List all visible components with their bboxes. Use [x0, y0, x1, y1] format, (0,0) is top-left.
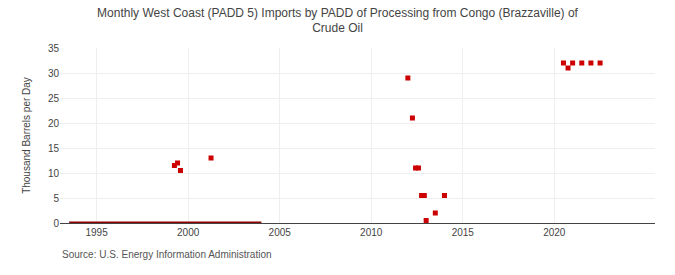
svg-text:30: 30: [48, 68, 60, 79]
svg-text:25: 25: [48, 93, 60, 104]
svg-text:Monthly West Coast (PADD 5) Im: Monthly West Coast (PADD 5) Imports by P…: [97, 6, 578, 36]
svg-text:2020: 2020: [543, 227, 566, 238]
svg-text:2005: 2005: [269, 227, 292, 238]
svg-text:10: 10: [48, 168, 60, 179]
svg-text:5: 5: [53, 193, 59, 204]
svg-text:Thousand Barrels per Day: Thousand Barrels per Day: [21, 77, 32, 194]
svg-text:35: 35: [48, 43, 60, 54]
svg-text:0: 0: [53, 218, 59, 229]
svg-text:20: 20: [48, 118, 60, 129]
svg-text:Source: U.S. Energy Informatio: Source: U.S. Energy Information Administ…: [62, 249, 272, 260]
svg-text:2010: 2010: [360, 227, 383, 238]
svg-text:2000: 2000: [177, 227, 200, 238]
svg-text:2015: 2015: [452, 227, 475, 238]
svg-text:1995: 1995: [85, 227, 108, 238]
svg-text:15: 15: [48, 143, 60, 154]
